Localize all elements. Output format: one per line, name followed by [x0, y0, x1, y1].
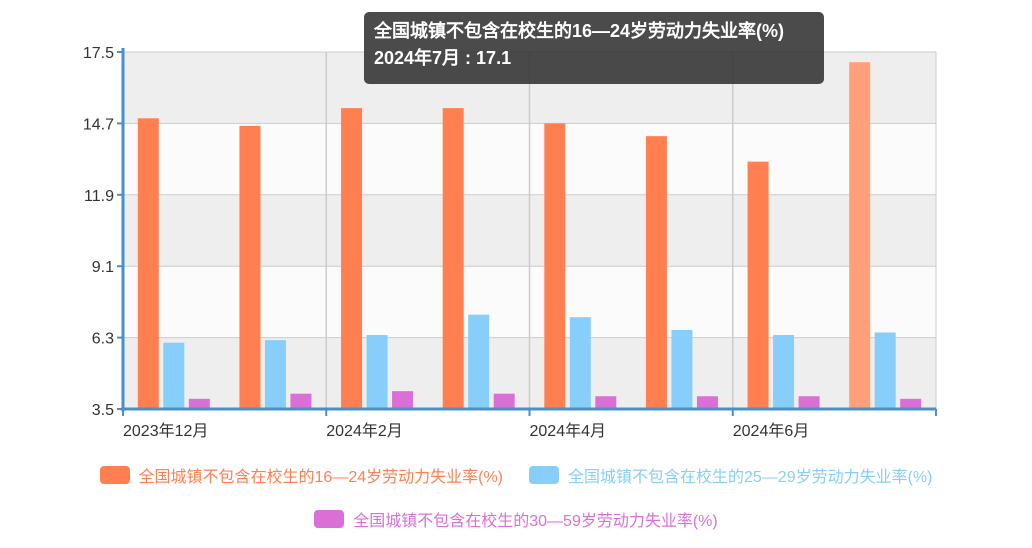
bar — [671, 329, 693, 409]
legend-swatch-25-29 — [529, 466, 559, 484]
x-tick-label: 2024年4月 — [530, 422, 607, 440]
bar — [645, 136, 667, 409]
bar — [747, 161, 769, 409]
bar — [569, 317, 591, 409]
legend-label-16-24: 全国城镇不包含在校生的16—24岁劳动力失业率(%) — [138, 469, 503, 486]
bar-chart: 3.5 6.3 9.1 11.9 14.7 17.5 2023年12月 2024年2月 2024… — [83, 45, 937, 440]
legend-item-16-24[interactable]: 全国城镇不包含在校生的16—24岁劳动力失业率(%) — [99, 463, 503, 487]
legend-swatch-30-59 — [314, 510, 345, 528]
bar — [392, 391, 414, 409]
legend-swatch-16-24 — [99, 466, 130, 484]
y-tick-label: 17.5 — [83, 45, 114, 62]
tooltip-title: 全国城镇不包含在校生的16—24岁劳动力失业率(%) — [374, 21, 785, 41]
y-tick-label: 9.1 — [92, 259, 114, 276]
bar — [188, 398, 210, 409]
bar — [544, 123, 566, 410]
legend-label-25-29: 全国城镇不包含在校生的25—29岁劳动力失业率(%) — [568, 469, 933, 486]
bar — [442, 108, 464, 409]
y-tick-label: 6.3 — [92, 331, 114, 348]
bar — [798, 396, 820, 409]
bar — [696, 396, 718, 409]
y-tick-label: 14.7 — [83, 116, 114, 133]
bar — [849, 62, 871, 409]
y-tick-label: 3.5 — [92, 402, 114, 419]
tooltip: 全国城镇不包含在校生的16—24岁劳动力失业率(%) 2024年7月 : 17.… — [364, 12, 824, 84]
x-tick-label: 2024年6月 — [733, 422, 810, 440]
bar — [874, 332, 896, 409]
bar — [468, 314, 490, 409]
bar — [900, 398, 922, 409]
bar — [366, 335, 388, 409]
legend-item-25-29[interactable]: 全国城镇不包含在校生的25—29岁劳动力失业率(%) — [529, 463, 932, 487]
bar — [493, 393, 515, 409]
bar — [137, 118, 159, 410]
x-tick-label: 2023年12月 — [123, 422, 208, 440]
bar — [595, 396, 617, 409]
bar — [163, 342, 185, 409]
legend-label-30-59: 全国城镇不包含在校生的30—59岁劳动力失业率(%) — [353, 513, 718, 530]
bar — [264, 340, 286, 409]
legend: 全国城镇不包含在校生的16—24岁劳动力失业率(%) 全国城镇不包含在校生的25… — [0, 460, 1032, 548]
tooltip-value: 2024年7月 : 17.1 — [374, 48, 512, 68]
legend-item-30-59[interactable]: 全国城镇不包含在校生的30—59岁劳动力失业率(%) — [314, 507, 718, 531]
bar — [773, 335, 795, 409]
bar — [290, 393, 312, 409]
bar — [239, 125, 261, 409]
bar — [341, 108, 363, 409]
x-tick-label: 2024年2月 — [326, 422, 403, 440]
y-tick-label: 11.9 — [84, 188, 114, 205]
